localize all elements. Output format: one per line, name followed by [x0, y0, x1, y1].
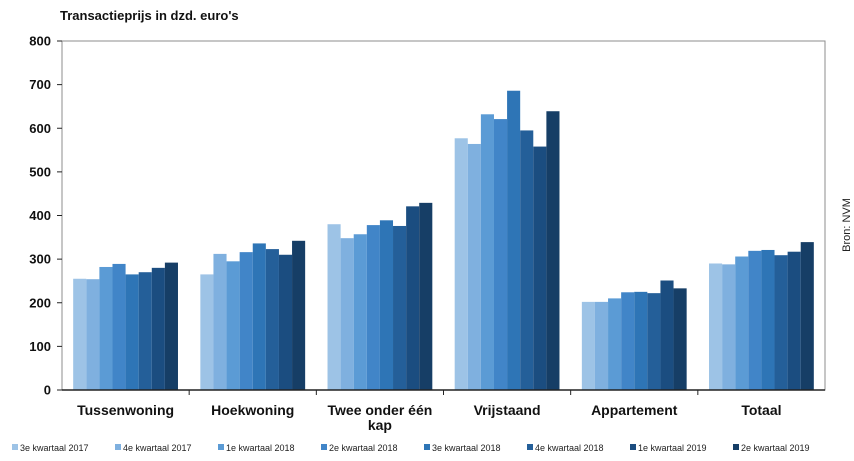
bar	[419, 202, 433, 390]
bar	[774, 255, 788, 390]
y-tick-label: 800	[29, 34, 51, 49]
bar	[164, 262, 178, 390]
legend-label: 1e kwartaal 2018	[226, 443, 295, 453]
y-tick-label: 700	[29, 77, 51, 92]
y-tick-label: 500	[29, 164, 51, 179]
bar	[379, 220, 394, 390]
bar	[138, 272, 152, 390]
bar	[787, 251, 801, 390]
bar	[660, 280, 674, 390]
bar	[761, 249, 775, 390]
legend-swatch	[321, 444, 327, 450]
legend-swatch	[630, 444, 636, 450]
bar	[722, 264, 736, 390]
bar	[507, 90, 521, 391]
x-tick-label: Hoekwoning	[211, 402, 294, 418]
bar	[340, 238, 354, 390]
x-tick-label: Vrijstaand	[474, 402, 541, 418]
bar	[735, 256, 749, 390]
legend-swatch	[527, 444, 533, 450]
legend-label: 4e kwartaal 2017	[123, 443, 192, 453]
bar	[406, 206, 420, 390]
bar	[748, 250, 762, 390]
bar	[800, 242, 814, 390]
legend-swatch	[218, 444, 224, 450]
bar	[709, 263, 723, 390]
legend-swatch	[424, 444, 430, 450]
legend-label: 3e kwartaal 2017	[20, 443, 89, 453]
legend-label: 1e kwartaal 2019	[638, 443, 707, 453]
legend-label: 2e kwartaal 2019	[741, 443, 810, 453]
bar	[265, 249, 279, 390]
chart-title: Transactieprijs in dzd. euro's	[60, 8, 239, 23]
y-tick-label: 0	[44, 383, 51, 398]
bar	[366, 225, 380, 390]
bar	[480, 114, 494, 390]
bar	[353, 234, 367, 390]
bar	[533, 146, 547, 390]
y-tick-label: 600	[29, 121, 51, 136]
legend-swatch	[733, 444, 739, 450]
legend-label: 3e kwartaal 2018	[432, 443, 501, 453]
x-tick-label: Totaal	[741, 402, 781, 418]
bar	[520, 130, 534, 390]
bar	[608, 298, 622, 390]
bar	[621, 292, 635, 390]
bar	[647, 293, 661, 390]
bar	[467, 143, 481, 390]
bar	[125, 274, 139, 390]
legend-label: 4e kwartaal 2018	[535, 443, 604, 453]
bar	[673, 288, 687, 390]
legend-swatch	[12, 444, 18, 450]
x-axis: Tussenwoning Hoekwoning Twee onder één kap V…	[62, 389, 825, 433]
bar	[99, 266, 113, 390]
bar	[634, 291, 648, 390]
legend-label: 2e kwartaal 2018	[329, 443, 398, 453]
bar	[292, 240, 306, 390]
legend-swatch	[115, 444, 121, 450]
bar	[239, 252, 253, 390]
bars	[73, 90, 814, 391]
source-label: Bron: NVM	[841, 198, 853, 252]
legend: 3e kwartaal 2017 4e kwartaal 2017 1e kwart…	[12, 443, 810, 453]
bar	[226, 261, 240, 390]
bar	[454, 138, 468, 390]
bar	[493, 119, 508, 391]
bar	[200, 274, 214, 390]
bar	[73, 278, 87, 390]
x-tick-label: Twee onder één kap	[328, 402, 433, 433]
bar	[112, 263, 126, 390]
bar	[327, 224, 341, 390]
y-tick-label: 200	[29, 295, 51, 310]
bar	[581, 301, 595, 390]
bar	[546, 111, 560, 390]
bar	[213, 253, 227, 390]
bar	[278, 254, 293, 390]
y-tick-label: 400	[29, 208, 51, 223]
y-tick-label: 100	[29, 339, 51, 354]
bar	[393, 225, 407, 390]
bar	[252, 243, 266, 390]
x-tick-label: Appartement	[591, 402, 678, 418]
bar	[594, 301, 609, 390]
x-tick-label: Tussenwoning	[77, 402, 174, 418]
bar	[151, 267, 165, 390]
y-tick-label: 300	[29, 252, 51, 267]
bar	[86, 279, 100, 390]
